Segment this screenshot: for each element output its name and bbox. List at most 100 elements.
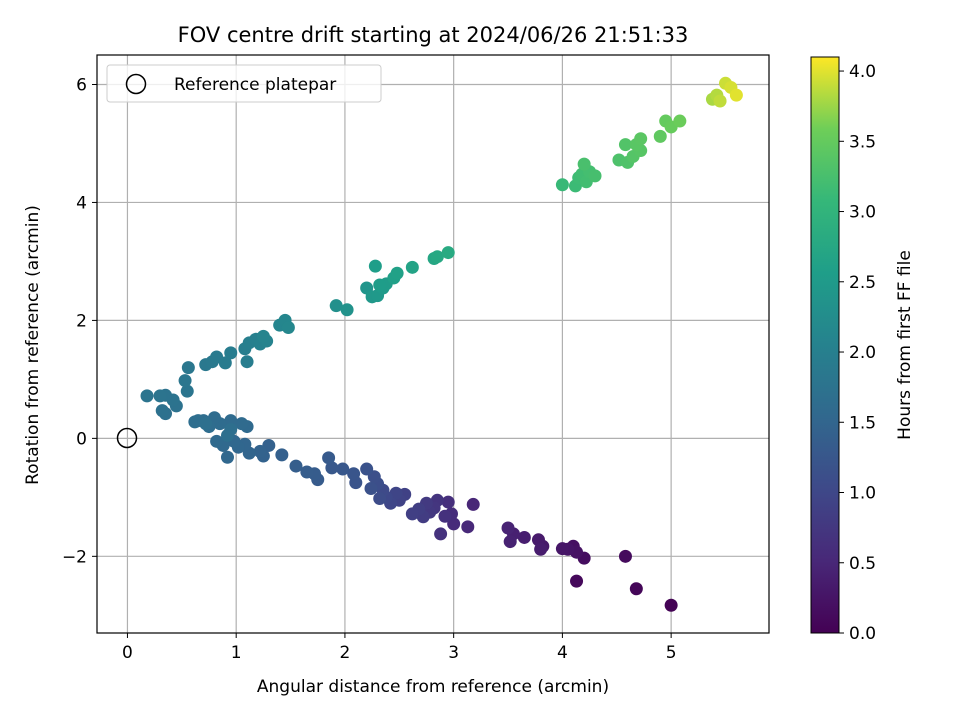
legend: Reference platepar — [106, 64, 382, 103]
data-point — [218, 356, 232, 370]
data-point — [347, 467, 361, 481]
data-point — [364, 482, 378, 495]
x-axis-label: Angular distance from reference (arcmin) — [257, 677, 609, 697]
data-point — [373, 278, 387, 292]
data-point — [235, 417, 249, 431]
data-point — [434, 527, 448, 541]
x-axis-ticks: 0 1 2 3 4 5 — [122, 633, 677, 663]
plot-frame — [96, 54, 770, 634]
data-point — [430, 250, 444, 264]
data-point — [340, 303, 354, 317]
data-point — [373, 492, 387, 506]
data-point — [178, 374, 192, 388]
x-tick-label: 5 — [666, 643, 677, 663]
data-point — [555, 542, 569, 556]
reference-platepar-marker — [116, 427, 138, 449]
data-point — [618, 138, 632, 152]
data-point — [360, 462, 374, 476]
data-point — [155, 404, 169, 418]
legend-label: Reference platepar — [174, 75, 336, 95]
data-point — [441, 495, 455, 509]
data-point — [555, 178, 569, 192]
data-point — [405, 507, 419, 521]
data-point — [634, 132, 648, 146]
data-point — [729, 88, 743, 102]
data-point — [577, 157, 591, 171]
data-point — [618, 549, 632, 563]
colorbar-tick-label: 1.0 — [849, 484, 876, 504]
data-point — [199, 417, 213, 431]
data-point — [253, 444, 267, 458]
data-point — [389, 486, 403, 500]
data-point — [588, 169, 602, 183]
data-point — [570, 574, 584, 588]
data-point — [534, 542, 548, 556]
colorbar-tick-label: 2.5 — [849, 273, 876, 293]
data-point — [224, 346, 238, 360]
colorbar-label: Hours from first FF file — [895, 250, 915, 440]
data-point — [664, 598, 678, 612]
y-tick-label: 2 — [76, 311, 87, 331]
colorbar-gradient — [810, 56, 840, 634]
data-point — [275, 448, 289, 462]
colorbar-tick-label: 2.0 — [849, 343, 876, 363]
data-point — [441, 246, 455, 260]
data-point — [220, 428, 234, 442]
data-points — [140, 76, 743, 612]
data-point — [256, 329, 270, 343]
colorbar-tick-label: 1.5 — [849, 413, 876, 433]
data-point — [181, 361, 195, 375]
data-point — [329, 299, 343, 313]
colorbar-tick-label: 0.0 — [849, 624, 876, 644]
x-tick-label: 0 — [122, 643, 133, 663]
y-axis-ticks: −2 0 2 4 6 — [62, 75, 97, 567]
data-point — [653, 129, 667, 143]
grid — [97, 55, 769, 633]
data-point — [289, 459, 303, 473]
data-point — [210, 434, 224, 448]
data-point — [517, 530, 531, 544]
x-tick-label: 1 — [231, 643, 242, 663]
data-point — [447, 517, 461, 531]
legend-marker — [125, 73, 147, 95]
data-point — [240, 355, 254, 369]
x-tick-label: 4 — [557, 643, 568, 663]
colorbar-tick-label: 3.5 — [849, 132, 876, 152]
data-point — [503, 535, 517, 549]
colorbar-tick-label: 4.0 — [849, 62, 876, 82]
chart-title: FOV centre drift starting at 2024/06/26 … — [178, 23, 689, 47]
data-point — [438, 509, 452, 523]
data-point — [713, 94, 727, 108]
x-tick-label: 2 — [340, 643, 351, 663]
data-point — [188, 415, 202, 429]
data-point — [300, 465, 314, 479]
data-point — [220, 450, 234, 464]
data-point — [140, 389, 154, 403]
colorbar-tick-label: 3.0 — [849, 203, 876, 223]
data-point — [336, 462, 350, 476]
data-point — [673, 114, 687, 128]
colorbar: 0.0 0.5 1.0 1.5 2.0 2.5 3.0 3.5 4.0 Hours from f… — [810, 56, 915, 644]
y-tick-label: 0 — [76, 429, 87, 449]
data-point — [322, 451, 336, 465]
x-tick-label: 3 — [448, 643, 459, 663]
y-tick-label: 4 — [76, 193, 87, 213]
data-point — [180, 384, 194, 398]
data-point — [281, 320, 295, 334]
data-point — [405, 260, 419, 274]
data-point — [466, 497, 480, 511]
data-point — [629, 582, 643, 596]
colorbar-tick-label: 0.5 — [849, 554, 876, 574]
data-point — [153, 389, 167, 403]
colorbar-ticks: 0.0 0.5 1.0 1.5 2.0 2.5 3.0 3.5 4.0 — [839, 62, 876, 644]
data-point — [501, 521, 515, 535]
data-point — [461, 520, 475, 534]
y-tick-label: −2 — [62, 547, 87, 567]
y-axis-label: Rotation from reference (arcmin) — [23, 205, 43, 485]
y-tick-label: 6 — [76, 75, 87, 95]
data-point — [390, 266, 404, 280]
legend-box — [106, 64, 382, 103]
data-point — [325, 461, 339, 475]
